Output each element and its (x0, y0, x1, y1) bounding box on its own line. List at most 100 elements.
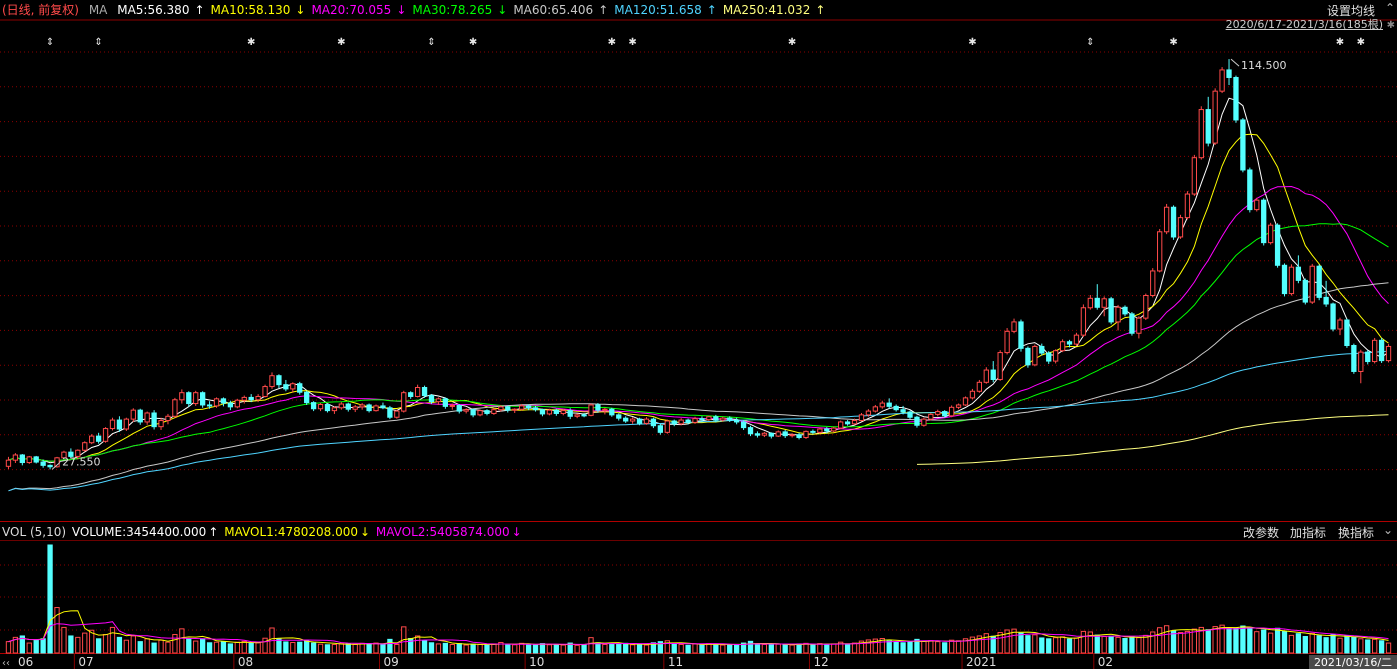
volume-bar[interactable] (1032, 634, 1038, 654)
volume-bar[interactable] (1337, 637, 1343, 654)
candlestick[interactable] (75, 449, 81, 457)
volume-bar[interactable] (1184, 630, 1191, 654)
volume-bar[interactable] (1247, 626, 1253, 654)
volume-bar[interactable] (1226, 628, 1232, 654)
candlestick[interactable] (1219, 69, 1225, 92)
event-marker-icon[interactable]: ⇕ (46, 37, 54, 48)
candlestick[interactable] (12, 454, 19, 461)
candlestick[interactable] (82, 442, 88, 451)
candlestick[interactable] (1372, 339, 1378, 363)
candlestick[interactable] (879, 402, 885, 408)
volume-bar[interactable] (331, 643, 338, 654)
candlestick[interactable] (61, 451, 67, 459)
candlestick[interactable] (1212, 90, 1218, 144)
candlestick[interactable] (269, 375, 275, 388)
candlestick[interactable] (1247, 169, 1253, 211)
volume-bar[interactable] (1212, 626, 1218, 654)
candlestick[interactable] (102, 428, 109, 442)
volume-bar[interactable] (907, 641, 913, 654)
candlestick[interactable] (1136, 317, 1142, 334)
candlestick[interactable] (1046, 352, 1052, 362)
volume-bar[interactable] (435, 643, 442, 654)
volume-bar[interactable] (206, 642, 213, 654)
volume-bar[interactable] (442, 642, 449, 654)
volume-bar[interactable] (525, 643, 532, 654)
candlestick[interactable] (990, 369, 996, 380)
volume-bar[interactable] (1344, 635, 1350, 654)
candlestick[interactable] (1267, 224, 1274, 244)
candlestick[interactable] (678, 419, 684, 425)
volume-bar[interactable] (463, 644, 469, 654)
volume-bar[interactable] (82, 632, 88, 654)
candlestick[interactable] (456, 404, 462, 412)
volume-bar[interactable] (754, 643, 761, 654)
candlestick[interactable] (629, 418, 636, 422)
volume-bar[interactable] (733, 643, 740, 654)
volume-bar[interactable] (678, 643, 684, 654)
candlestick[interactable] (137, 409, 143, 423)
candlestick[interactable] (553, 409, 559, 414)
volume-bar[interactable] (685, 644, 691, 654)
volume-bar[interactable] (366, 643, 372, 654)
volume-bar[interactable] (1385, 642, 1392, 654)
volume-bar[interactable] (304, 639, 310, 654)
volume-bars[interactable] (5, 544, 1392, 654)
candlestick[interactable] (414, 387, 421, 397)
candlestick[interactable] (671, 420, 677, 425)
volume-bar[interactable] (130, 635, 136, 654)
volume-bar[interactable] (1163, 625, 1170, 654)
volume-bar[interactable] (1025, 635, 1031, 654)
candlestick[interactable] (844, 421, 851, 425)
change-params-button[interactable]: 改参数 (1243, 526, 1280, 540)
volume-bar[interactable] (283, 641, 289, 654)
candlestick[interactable] (248, 396, 254, 401)
volume-bar[interactable] (68, 635, 74, 654)
volume-bar[interactable] (1039, 637, 1045, 654)
candlestick[interactable] (602, 408, 608, 411)
candlestick[interactable] (109, 419, 116, 430)
candlestick[interactable] (1150, 270, 1156, 296)
candlestick[interactable] (720, 417, 726, 421)
candlestick[interactable] (900, 409, 906, 413)
candlestick[interactable] (165, 415, 171, 422)
candlestick[interactable] (1073, 334, 1080, 345)
volume-bar[interactable] (151, 642, 157, 654)
volume-bar[interactable] (338, 643, 344, 654)
candlestick[interactable] (1025, 347, 1031, 366)
volume-bar[interactable] (213, 641, 220, 654)
volume-bar[interactable] (227, 643, 234, 654)
candlestick[interactable] (983, 369, 989, 383)
candlestick[interactable] (962, 397, 969, 406)
volume-bar[interactable] (1295, 633, 1302, 654)
volume-bar[interactable] (116, 636, 123, 654)
candlestick[interactable] (1059, 341, 1066, 352)
candlestick[interactable] (387, 407, 393, 418)
volume-bar[interactable] (1080, 630, 1087, 654)
candlestick[interactable] (199, 392, 206, 406)
volume-bar[interactable] (1219, 624, 1225, 654)
event-marker-icon[interactable]: ⇕ (1086, 37, 1094, 48)
candlestick[interactable] (969, 390, 976, 399)
candlestick[interactable] (976, 381, 983, 392)
volume-bar[interactable] (137, 641, 143, 654)
volume-bar[interactable] (144, 638, 150, 654)
volume-bar[interactable] (872, 638, 878, 654)
volume-bar[interactable] (179, 628, 185, 654)
volume-bar[interactable] (616, 643, 622, 654)
volume-bar[interactable] (664, 640, 670, 654)
volume-bar[interactable] (893, 641, 899, 654)
volume-bar[interactable] (241, 640, 247, 654)
candlestick[interactable] (935, 411, 941, 415)
candlestick[interactable] (872, 406, 878, 412)
volume-bar[interactable] (519, 642, 525, 654)
volume-bar[interactable] (747, 640, 754, 654)
candlestick[interactable] (539, 409, 546, 415)
event-marker-icon[interactable]: ⇕ (94, 37, 102, 48)
candlestick[interactable] (567, 410, 573, 417)
candlestick[interactable] (186, 392, 192, 405)
pin-icon[interactable]: ✱ (1386, 20, 1395, 31)
volume-bar[interactable] (810, 644, 816, 654)
volume-bar[interactable] (567, 642, 573, 654)
candlestick[interactable] (505, 406, 511, 411)
candlestick[interactable] (858, 414, 865, 422)
